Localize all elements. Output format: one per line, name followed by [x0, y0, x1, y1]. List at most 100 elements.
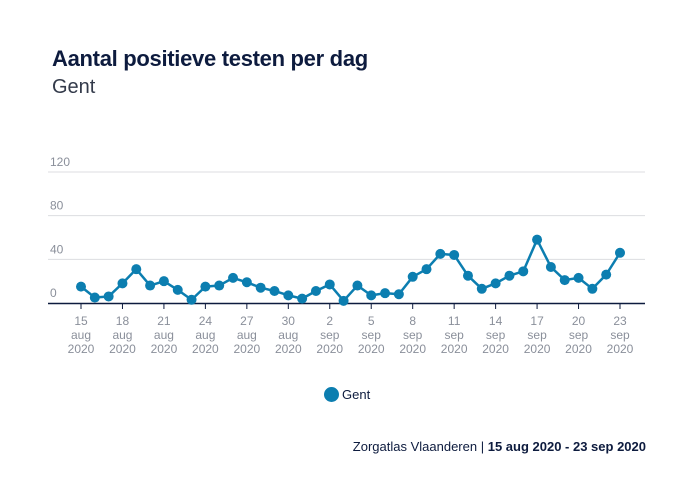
- data-point[interactable]: [421, 264, 432, 275]
- x-tick-label: 21: [157, 314, 171, 328]
- data-point[interactable]: [352, 280, 363, 291]
- x-tick-label: 2020: [565, 342, 592, 356]
- data-point[interactable]: [214, 280, 225, 291]
- data-point[interactable]: [601, 269, 612, 280]
- x-tick-label: sep: [486, 328, 506, 342]
- data-point[interactable]: [117, 278, 128, 289]
- data-point[interactable]: [338, 295, 349, 306]
- data-point[interactable]: [476, 283, 487, 294]
- data-point[interactable]: [490, 278, 501, 289]
- data-point[interactable]: [172, 284, 183, 295]
- data-point[interactable]: [504, 270, 515, 281]
- x-tick-label: aug: [154, 328, 174, 342]
- data-point[interactable]: [545, 261, 556, 272]
- footer-source: Zorgatlas Vlaanderen: [352, 439, 478, 454]
- x-tick-label: sep: [610, 328, 630, 342]
- data-point[interactable]: [241, 277, 252, 288]
- x-tick-label: 2020: [524, 342, 551, 356]
- x-tick-label: 23: [613, 314, 627, 328]
- x-tick-label: 2020: [233, 342, 260, 356]
- data-point[interactable]: [407, 271, 418, 282]
- footer-date-range: 15 aug 2020 - 23 sep 2020: [487, 439, 646, 454]
- data-point[interactable]: [587, 283, 598, 294]
- x-tick-label: 2020: [399, 342, 426, 356]
- x-tick-label: 24: [199, 314, 213, 328]
- x-tick-label: 18: [116, 314, 130, 328]
- data-point[interactable]: [200, 281, 211, 292]
- data-point[interactable]: [573, 272, 584, 283]
- data-point[interactable]: [89, 292, 100, 303]
- footer-separator: |: [477, 439, 488, 454]
- y-tick-label: 0: [50, 286, 57, 300]
- y-tick-label: 120: [50, 155, 70, 169]
- x-tick-label: 2020: [358, 342, 385, 356]
- x-tick-label: 2020: [151, 342, 178, 356]
- chart-subtitle: Gent: [52, 76, 96, 98]
- x-tick-label: aug: [237, 328, 257, 342]
- x-tick-label: aug: [112, 328, 132, 342]
- y-axis-ticks: 0 40 80 120: [50, 155, 70, 300]
- data-point[interactable]: [297, 293, 308, 304]
- data-point[interactable]: [615, 247, 625, 258]
- data-point[interactable]: [228, 272, 239, 283]
- x-tick-label: 8: [409, 314, 416, 328]
- x-tick-label: sep: [444, 328, 464, 342]
- data-point[interactable]: [131, 264, 142, 275]
- data-point[interactable]: [283, 290, 294, 301]
- x-tick-label: 17: [530, 314, 544, 328]
- data-point[interactable]: [76, 281, 86, 292]
- x-axis-ticks: 15aug202018aug202021aug202024aug202027au…: [68, 304, 634, 356]
- data-point[interactable]: [518, 266, 529, 277]
- x-tick-label: aug: [278, 328, 298, 342]
- x-tick-label: 30: [282, 314, 296, 328]
- x-tick-label: sep: [403, 328, 423, 342]
- gridlines: [48, 171, 645, 260]
- data-point[interactable]: [449, 249, 460, 260]
- legend-marker-icon: [324, 387, 339, 402]
- data-point[interactable]: [324, 279, 335, 290]
- x-tick-label: 2020: [109, 342, 136, 356]
- x-tick-label: 2020: [68, 342, 95, 356]
- x-tick-label: aug: [195, 328, 215, 342]
- x-tick-label: 2: [326, 314, 333, 328]
- data-point[interactable]: [269, 285, 280, 296]
- data-point[interactable]: [462, 270, 473, 281]
- data-point[interactable]: [532, 234, 543, 245]
- x-tick-label: 14: [489, 314, 503, 328]
- chart-title: Aantal positieve testen per dag: [52, 46, 368, 71]
- x-tick-label: sep: [362, 328, 382, 342]
- x-tick-label: sep: [569, 328, 589, 342]
- data-point[interactable]: [380, 288, 391, 299]
- x-tick-label: 2020: [316, 342, 343, 356]
- x-tick-label: 15: [74, 314, 88, 328]
- data-point[interactable]: [255, 282, 266, 293]
- series-gent: [76, 234, 625, 306]
- x-tick-label: sep: [320, 328, 340, 342]
- data-point[interactable]: [158, 276, 169, 287]
- x-tick-label: 11: [448, 314, 461, 328]
- data-point[interactable]: [366, 290, 377, 301]
- data-point[interactable]: [435, 248, 446, 259]
- data-point[interactable]: [103, 291, 114, 302]
- x-tick-label: 2020: [275, 342, 302, 356]
- data-point[interactable]: [145, 280, 156, 291]
- x-tick-label: 27: [240, 314, 254, 328]
- data-point[interactable]: [559, 275, 570, 286]
- data-point[interactable]: [186, 294, 197, 305]
- x-tick-label: 5: [368, 314, 375, 328]
- data-point[interactable]: [393, 289, 404, 300]
- legend[interactable]: Gent: [324, 387, 370, 402]
- data-point[interactable]: [310, 285, 321, 296]
